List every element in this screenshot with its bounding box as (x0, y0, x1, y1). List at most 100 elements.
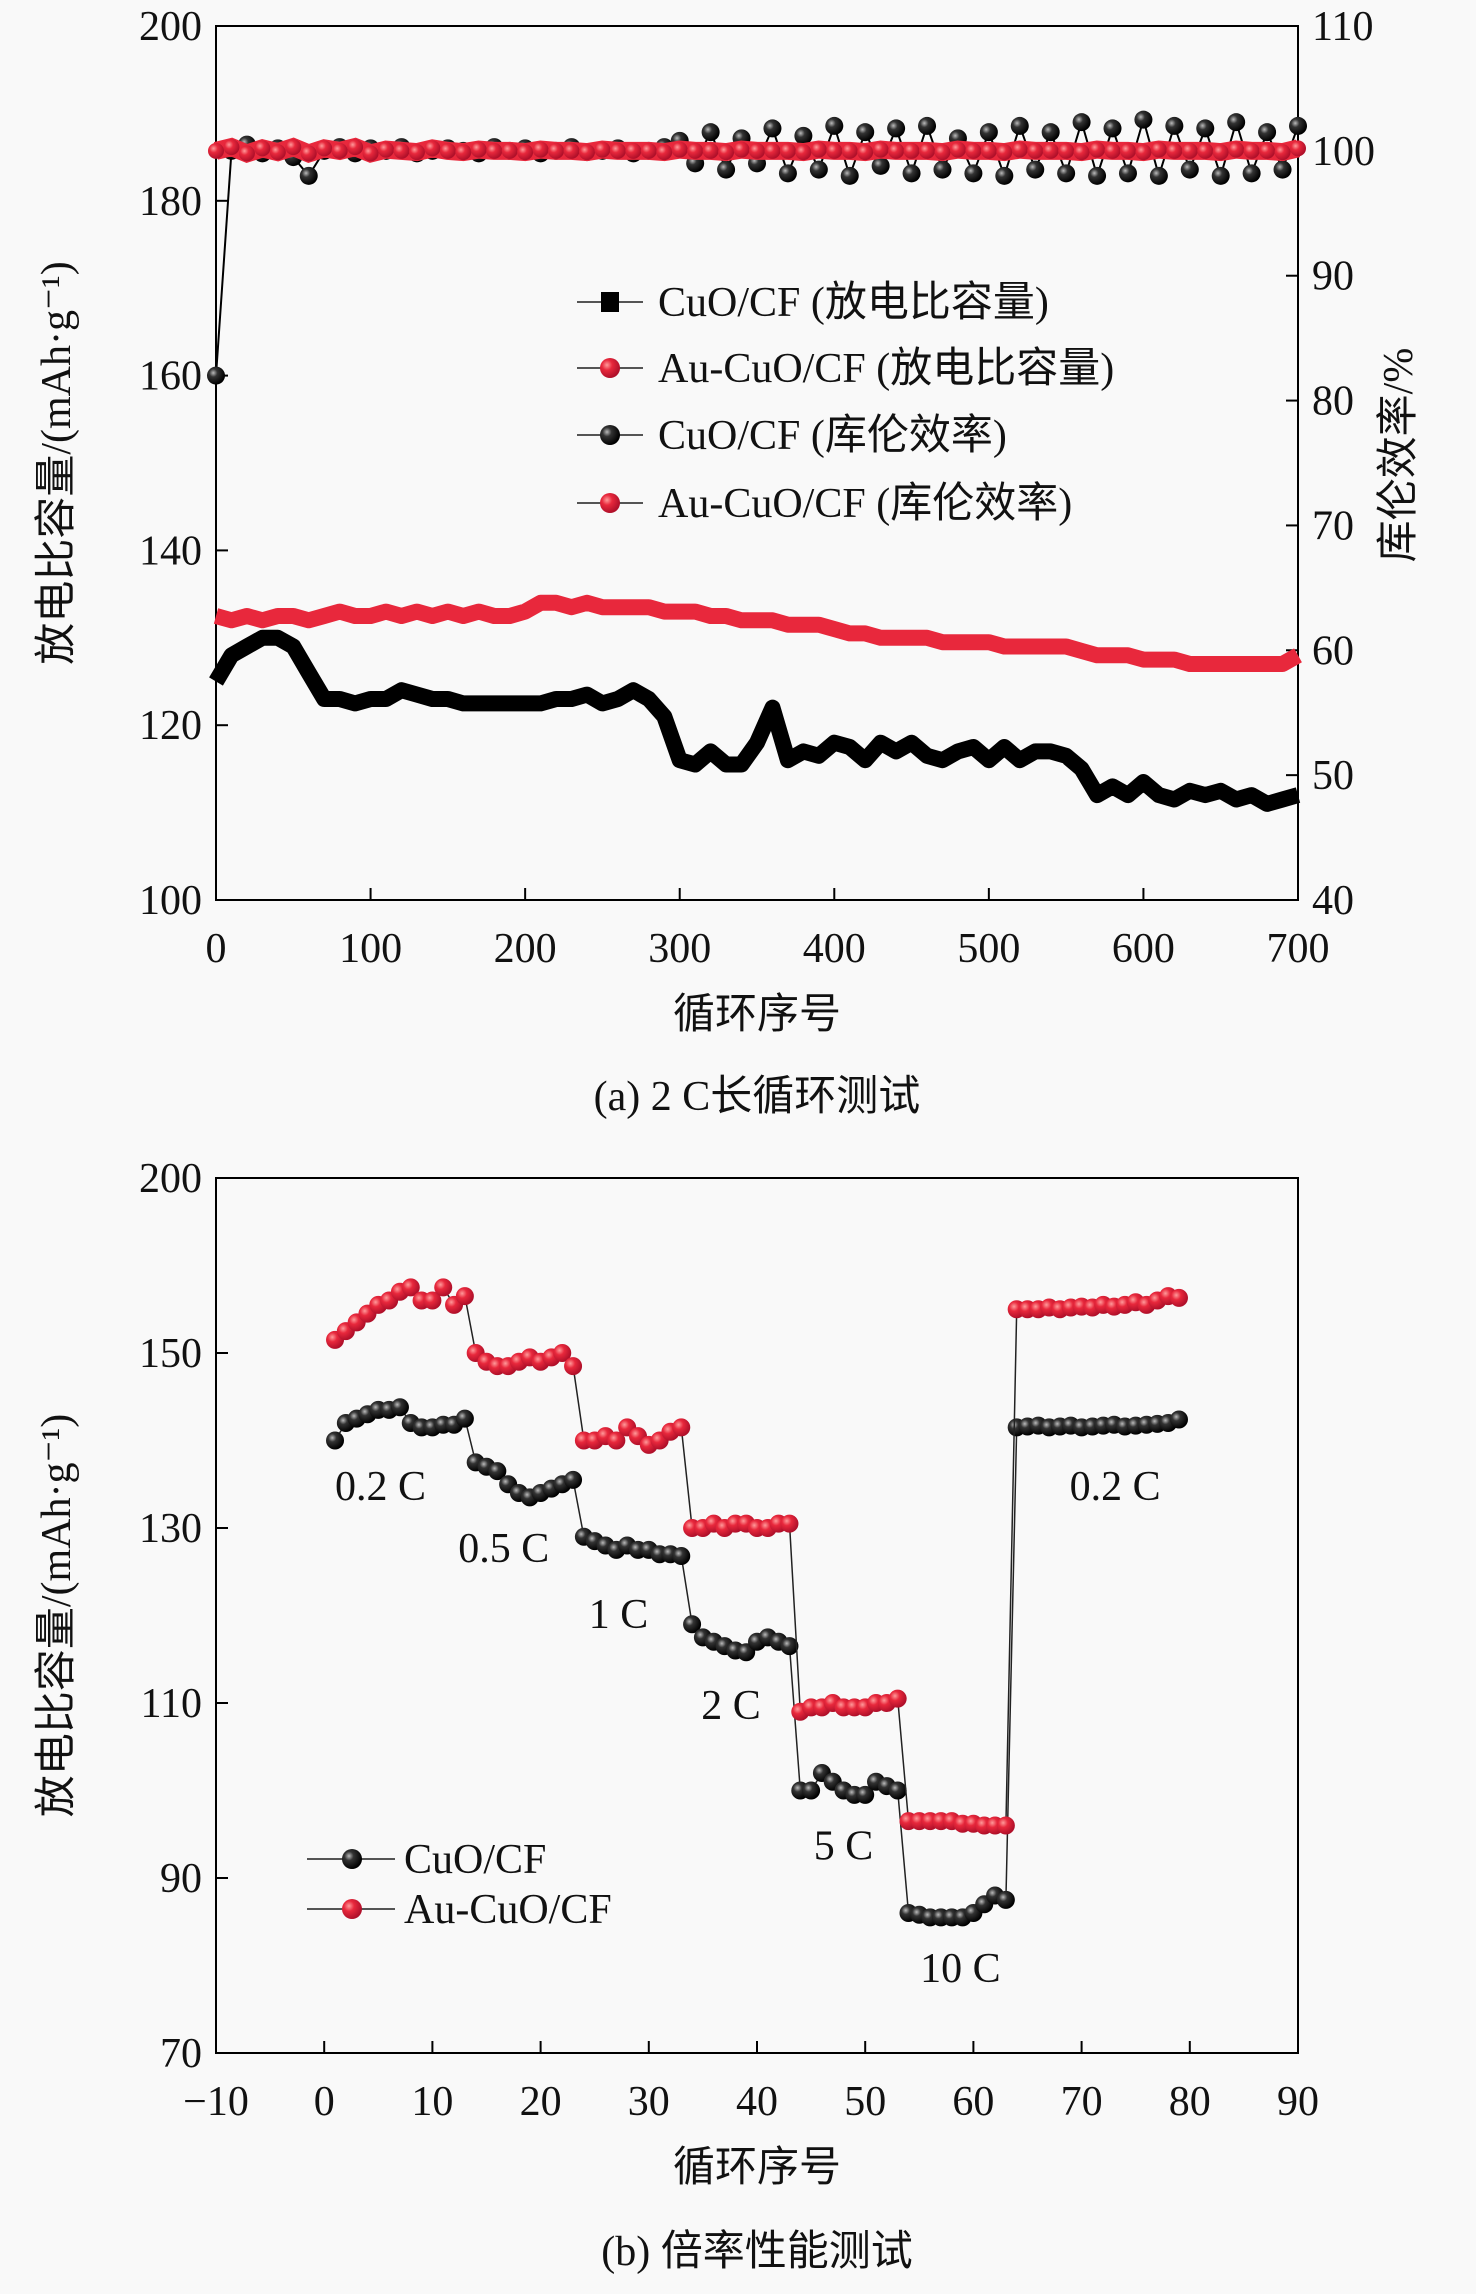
data-point-au-cuo-ce (1104, 142, 1121, 159)
data-point-cuo-ce (1134, 110, 1153, 129)
data-point-cuo (1169, 1410, 1188, 1429)
data-point-au-cuo (996, 1816, 1015, 1835)
data-point-cuo-ce (856, 123, 875, 142)
data-point-cuo-ce (1118, 164, 1137, 183)
data-point-au-cuo-ce (718, 144, 735, 161)
data-point-au-cuo-ce (238, 145, 255, 162)
data-point-au-cuo-ce (439, 142, 456, 159)
y-axis-title: 放电比容量/(mAh·g⁻¹) (33, 1414, 80, 1817)
data-point-au-cuo (434, 1278, 453, 1297)
x-tick-label: 60 (952, 2079, 994, 2125)
y-tick-label: 140 (139, 528, 202, 574)
data-point-cuo-ce (1149, 166, 1168, 185)
data-point-cuo-ce (1242, 164, 1261, 183)
data-point-au-cuo (672, 1418, 691, 1437)
x-axis-title: 循环序号 (673, 992, 841, 1038)
data-point-au-cuo-ce (594, 141, 611, 158)
data-point-cuo (996, 1890, 1015, 1909)
data-point-au-cuo-ce (934, 144, 951, 161)
y-tick-label: 120 (139, 703, 202, 749)
data-point-au-cuo-ce (1073, 144, 1090, 161)
y-tick-label: 100 (139, 878, 202, 924)
data-point-cuo-ce (995, 166, 1014, 185)
x-tick-label: 70 (1061, 2079, 1103, 2125)
rate-label: 0.5 C (458, 1526, 549, 1572)
data-point-cuo (455, 1409, 474, 1428)
data-point-au-cuo-ce (980, 142, 997, 159)
data-point-au-cuo-ce (1228, 141, 1245, 158)
data-point-au-cuo-ce (919, 142, 936, 159)
data-point-cuo (856, 1785, 875, 1804)
y2-tick-label: 40 (1312, 878, 1354, 924)
y-tick-label: 200 (139, 4, 202, 50)
data-point-au-cuo-ce (1212, 144, 1229, 161)
data-point-au-cuo-ce (857, 144, 874, 161)
x-tick-label: 10 (411, 2079, 453, 2125)
y-tick-label: 150 (139, 1331, 202, 1377)
data-point-au-cuo-ce (408, 144, 425, 161)
plot-frame (215, 25, 1299, 901)
data-point-cuo-ce (809, 160, 828, 179)
legend-label: CuO/CF (404, 1837, 546, 1883)
data-point-au-cuo-ce (1042, 142, 1059, 159)
legend-label: Au-CuO/CF (404, 1887, 612, 1933)
y2-tick-label: 50 (1312, 753, 1354, 799)
data-point-cuo (888, 1781, 907, 1800)
y-tick-label: 160 (139, 354, 202, 400)
legend-square-marker (601, 292, 619, 312)
legend-label: CuO/CF (放电比容量) (658, 279, 1049, 326)
data-point-cuo (390, 1398, 409, 1417)
data-point-au-cuo-ce (486, 142, 503, 159)
data-point-cuo-ce (1258, 123, 1277, 142)
data-point-au-cuo-ce (223, 139, 240, 156)
data-point-cuo (326, 1431, 345, 1450)
data-point-cuo-ce (840, 166, 859, 185)
rate-label: 0.2 C (1070, 1464, 1161, 1510)
data-point-au-cuo-ce (1119, 142, 1136, 159)
data-point-au-cuo-ce (393, 142, 410, 159)
x-tick-label: 300 (648, 926, 711, 972)
x-tick-label: 200 (494, 926, 557, 972)
data-point-au-cuo-ce (702, 142, 719, 159)
x-tick-label: 700 (1267, 926, 1330, 972)
data-point-au-cuo-ce (254, 140, 271, 157)
y-tick-label: 110 (141, 1681, 202, 1727)
data-point-cuo-ce (979, 123, 998, 142)
data-point-au-cuo-ce (1027, 142, 1044, 159)
data-point-au-cuo-ce (501, 142, 518, 159)
data-point-au-cuo (455, 1287, 474, 1306)
y-tick-label: 130 (139, 1506, 202, 1552)
data-point-au-cuo-ce (1274, 144, 1291, 161)
legend-circle-marker (600, 493, 620, 513)
data-point-au-cuo-ce (625, 142, 642, 159)
y2-tick-label: 80 (1312, 379, 1354, 425)
y2-tick-label: 60 (1312, 628, 1354, 674)
data-point-cuo-ce (701, 123, 720, 142)
data-point-au-cuo-ce (1150, 141, 1167, 158)
y2-tick-label: 90 (1312, 254, 1354, 300)
data-point-au-cuo-ce (903, 142, 920, 159)
data-point-cuo-ce (1057, 164, 1076, 183)
legend-circle-marker (600, 358, 620, 378)
data-point-cuo (564, 1470, 583, 1489)
data-point-au-cuo-ce (362, 145, 379, 162)
data-point-cuo (683, 1615, 702, 1634)
data-point-cuo-ce (871, 156, 890, 175)
chart-a-long-cycle: 0 100 200 300 400 500 600 700100120140160180200… (33, 4, 1422, 1120)
data-point-au-cuo-ce (316, 140, 333, 157)
series-line-au-cuo-capacity (213, 594, 1302, 672)
chart-caption: (a) 2 C长循环测试 (594, 1074, 921, 1120)
data-point-au-cuo-ce (949, 141, 966, 158)
data-point-au-cuo-ce (826, 142, 843, 159)
data-point-cuo-ce (763, 119, 782, 138)
legend-circle-marker (600, 425, 620, 445)
x-tick-label: 50 (844, 2079, 886, 2125)
data-point-au-cuo-ce (1181, 142, 1198, 159)
series-line-cuo-capacity (209, 629, 1301, 812)
data-point-au-cuo-ce (455, 144, 472, 161)
data-point-au-cuo-ce (1290, 140, 1306, 157)
data-point-cuo-ce (1273, 160, 1292, 179)
data-point-cuo-ce (918, 116, 937, 135)
data-point-au-cuo-ce (331, 142, 348, 159)
